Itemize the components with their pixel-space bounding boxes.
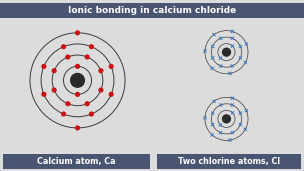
Circle shape	[62, 45, 65, 49]
Circle shape	[42, 64, 46, 68]
Circle shape	[109, 93, 113, 96]
Circle shape	[223, 115, 230, 123]
FancyBboxPatch shape	[3, 154, 150, 169]
FancyBboxPatch shape	[157, 154, 301, 169]
Circle shape	[62, 112, 65, 116]
Circle shape	[85, 55, 89, 59]
Circle shape	[52, 69, 56, 73]
Circle shape	[90, 112, 93, 116]
FancyBboxPatch shape	[0, 3, 304, 18]
Circle shape	[52, 88, 56, 92]
Circle shape	[76, 31, 79, 35]
Circle shape	[109, 64, 113, 68]
Circle shape	[99, 69, 103, 73]
Circle shape	[42, 93, 46, 96]
FancyBboxPatch shape	[0, 3, 304, 18]
Circle shape	[76, 93, 79, 96]
Circle shape	[66, 55, 70, 59]
Circle shape	[71, 74, 85, 87]
Circle shape	[223, 48, 230, 56]
Circle shape	[99, 88, 103, 92]
Text: Two chlorine atoms, Cl: Two chlorine atoms, Cl	[178, 157, 280, 166]
Circle shape	[85, 102, 89, 106]
Circle shape	[76, 64, 79, 68]
Circle shape	[76, 126, 79, 130]
Circle shape	[66, 102, 70, 106]
Text: Calcium atom, Ca: Calcium atom, Ca	[37, 157, 116, 166]
Circle shape	[90, 45, 93, 49]
Text: Ionic bonding in calcium chloride: Ionic bonding in calcium chloride	[68, 6, 236, 15]
